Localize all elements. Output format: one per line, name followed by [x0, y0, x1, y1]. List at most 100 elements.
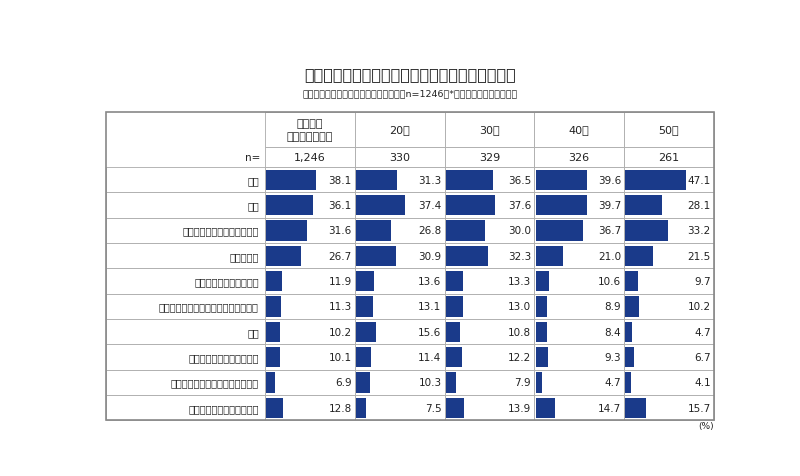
Bar: [536, 196, 587, 216]
Bar: [356, 221, 391, 241]
Bar: [624, 294, 714, 319]
Text: 39.7: 39.7: [598, 201, 621, 211]
Text: 4.7: 4.7: [694, 327, 710, 337]
Bar: [626, 398, 646, 418]
Bar: [445, 168, 534, 193]
Text: 10.1: 10.1: [329, 352, 352, 362]
Bar: [356, 170, 397, 190]
Bar: [446, 246, 488, 267]
Bar: [106, 112, 714, 421]
Text: 6.9: 6.9: [335, 377, 352, 387]
Text: 261: 261: [658, 153, 679, 163]
Bar: [265, 269, 355, 294]
Bar: [624, 148, 714, 168]
Bar: [534, 148, 624, 168]
Bar: [626, 246, 654, 267]
Bar: [446, 221, 485, 241]
Bar: [446, 322, 460, 342]
Bar: [106, 294, 265, 319]
Text: 13.1: 13.1: [418, 302, 442, 312]
Text: 31.6: 31.6: [329, 226, 352, 236]
Text: 37.6: 37.6: [508, 201, 531, 211]
Text: 10.8: 10.8: [508, 327, 531, 337]
Bar: [266, 297, 281, 317]
Bar: [536, 297, 547, 317]
Bar: [536, 221, 583, 241]
Text: 投資: 投資: [247, 201, 259, 211]
Bar: [265, 395, 355, 421]
Text: n=: n=: [245, 153, 261, 163]
Bar: [626, 373, 630, 393]
Bar: [265, 244, 355, 269]
Text: 40代: 40代: [569, 125, 590, 135]
Bar: [265, 319, 355, 345]
Text: 31.3: 31.3: [418, 176, 442, 185]
Bar: [265, 370, 355, 395]
Bar: [446, 170, 493, 190]
Bar: [266, 322, 280, 342]
Bar: [626, 271, 638, 292]
Bar: [536, 246, 563, 267]
Bar: [266, 246, 301, 267]
Bar: [445, 294, 534, 319]
Text: 10.2: 10.2: [329, 327, 352, 337]
Text: 36.1: 36.1: [329, 201, 352, 211]
Bar: [445, 269, 534, 294]
Text: 26.7: 26.7: [329, 251, 352, 261]
Text: 38.1: 38.1: [329, 176, 352, 185]
Text: 30代: 30代: [479, 125, 500, 135]
Text: 13.6: 13.6: [418, 277, 442, 287]
Text: 9.7: 9.7: [694, 277, 710, 287]
Bar: [624, 345, 714, 370]
Text: 1,246: 1,246: [294, 153, 326, 163]
Bar: [534, 319, 624, 345]
Text: 特に用途は決まっていない: 特に用途は決まっていない: [188, 403, 259, 413]
Bar: [534, 244, 624, 269]
Bar: [624, 319, 714, 345]
Text: 330: 330: [389, 153, 410, 163]
Bar: [355, 148, 445, 168]
Text: 自己啓発やスキルアップ: 自己啓発やスキルアップ: [194, 277, 259, 287]
Bar: [446, 196, 494, 216]
Bar: [266, 398, 283, 418]
Text: 13.0: 13.0: [508, 302, 531, 312]
Text: 14.7: 14.7: [598, 403, 621, 413]
Bar: [445, 148, 534, 168]
Text: 32.3: 32.3: [508, 251, 531, 261]
Bar: [106, 193, 265, 218]
Bar: [534, 168, 624, 193]
Bar: [355, 294, 445, 319]
Bar: [266, 196, 313, 216]
Bar: [355, 345, 445, 370]
Bar: [356, 246, 396, 267]
Bar: [624, 168, 714, 193]
Text: 30.0: 30.0: [508, 226, 531, 236]
Text: 8.4: 8.4: [604, 327, 621, 337]
Text: 36.7: 36.7: [598, 226, 621, 236]
Bar: [106, 319, 265, 345]
Bar: [356, 322, 376, 342]
Text: 37.4: 37.4: [418, 201, 442, 211]
Bar: [265, 148, 355, 168]
Bar: [445, 345, 534, 370]
Text: 50代: 50代: [658, 125, 679, 135]
Bar: [626, 196, 662, 216]
Text: 21.5: 21.5: [687, 251, 710, 261]
Bar: [355, 168, 445, 193]
Bar: [356, 271, 374, 292]
Bar: [534, 294, 624, 319]
Bar: [265, 294, 355, 319]
Bar: [536, 347, 548, 367]
Bar: [536, 398, 554, 418]
Bar: [624, 244, 714, 269]
Bar: [534, 370, 624, 395]
Bar: [266, 271, 282, 292]
Bar: [534, 269, 624, 294]
Bar: [626, 297, 638, 317]
Bar: [355, 193, 445, 218]
Bar: [355, 244, 445, 269]
Bar: [536, 373, 542, 393]
Bar: [265, 345, 355, 370]
Text: 生活費（家族の扶養費含む）: 生活費（家族の扶養費含む）: [182, 226, 259, 236]
Bar: [624, 218, 714, 244]
